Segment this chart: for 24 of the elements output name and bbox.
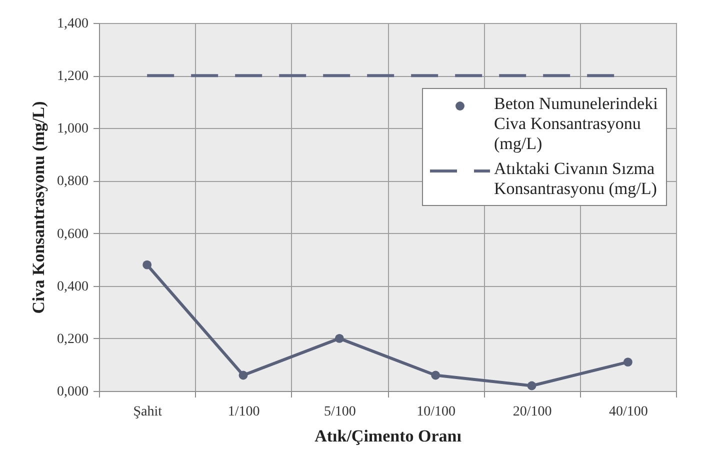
legend-label: Beton Numunelerindeki Civa Konsantrasyonu (mg/L)	[494, 94, 658, 153]
x-tick-label: 5/100	[324, 404, 356, 420]
point	[623, 358, 632, 367]
x-tick-label: 10/100	[416, 404, 456, 420]
y-tick-label: 1,400	[57, 16, 88, 32]
point	[334, 334, 344, 343]
y-tick-label: 0,400	[57, 279, 88, 294]
y-tick-label: 0,800	[57, 174, 88, 190]
x-tick-label: Şahit	[133, 404, 162, 420]
y-tick-label: 0,600	[57, 226, 88, 242]
y-tick-label: 1,000	[57, 122, 88, 137]
x-tick-label: 20/100	[512, 404, 552, 420]
point	[238, 370, 248, 380]
y-tick-label: 1,200	[57, 69, 88, 84]
point	[431, 370, 440, 380]
y-tick-label: 0,200	[57, 332, 88, 347]
x-axis-title: Atık/Çimento Oranı	[314, 426, 462, 446]
x-tick-label: 1/100	[228, 404, 260, 420]
x-tick-label: 40/100	[608, 404, 648, 420]
point	[142, 260, 152, 270]
y-tick-label: 0,000	[57, 384, 88, 400]
y-axis-title: Civa Konsantrasyonu (mg/L)	[29, 101, 48, 314]
legend-label: Atıktaki Civanın Sızma Konsantrasyonu (mg/L)	[494, 159, 657, 198]
point	[527, 381, 536, 390]
